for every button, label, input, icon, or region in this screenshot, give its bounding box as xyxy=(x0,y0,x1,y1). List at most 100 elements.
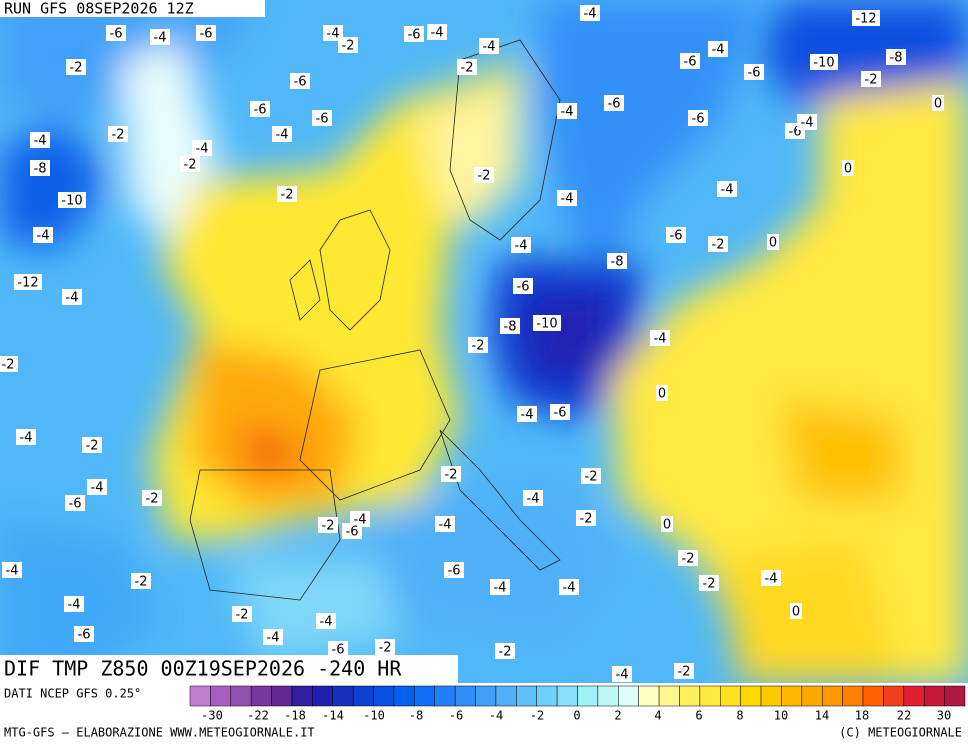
label-box xyxy=(523,490,543,506)
label-box xyxy=(312,110,332,126)
label-box xyxy=(277,186,297,202)
label-box xyxy=(427,24,447,40)
label-box xyxy=(232,606,252,622)
contour-label: -12 xyxy=(855,12,876,27)
colorbar-swatch xyxy=(373,685,395,707)
colorbar-tick-label: -10 xyxy=(363,709,385,723)
colorbar-swatch xyxy=(556,685,578,707)
colorbar: -30 -22 -18 -14 -10 -8 -6 -4 -2 0 2 4 6 8 10 14 18 22 30 xyxy=(189,685,966,723)
contour-label: -4 xyxy=(20,431,33,446)
label-box xyxy=(16,429,36,445)
label-box xyxy=(30,160,50,176)
label-box xyxy=(886,49,906,65)
contour-label: -4 xyxy=(483,40,496,55)
contour-label: 0 xyxy=(792,605,800,620)
colorbar-swatch xyxy=(210,685,232,707)
colorbar-swatch xyxy=(679,685,701,707)
label-box xyxy=(404,26,424,42)
label-box xyxy=(142,490,162,506)
label-box xyxy=(674,663,694,679)
label-box xyxy=(861,71,881,87)
colorbar-swatch xyxy=(291,685,313,707)
colorbar-swatch xyxy=(352,685,374,707)
colorbar-tick-label: -2 xyxy=(530,709,544,723)
label-box xyxy=(852,10,880,26)
title-box xyxy=(0,655,458,683)
colorbar-swatch xyxy=(577,685,599,707)
label-box xyxy=(196,25,216,41)
contour-label: -6 xyxy=(684,55,697,70)
colorbar-tick-label: 10 xyxy=(774,709,788,723)
colorbar-swatch xyxy=(658,685,680,707)
contour-label: -2 xyxy=(865,73,878,88)
colorbar-swatch xyxy=(230,685,252,707)
contour-label: -4 xyxy=(616,668,629,683)
map-title: DIF TMP Z850 00Z19SEP2026 -240 HR xyxy=(4,657,402,681)
label-box xyxy=(316,613,336,629)
contour-label: -8 xyxy=(34,162,47,177)
colorbar-swatch xyxy=(332,685,354,707)
label-box xyxy=(106,25,126,41)
contour-label: -4 xyxy=(721,183,734,198)
contour-label: -2 xyxy=(472,339,485,354)
label-box xyxy=(932,95,944,111)
contour-label: -8 xyxy=(611,255,624,270)
colorbar-swatch xyxy=(250,685,272,707)
contour-label: -6 xyxy=(517,280,530,295)
contour-label: -6 xyxy=(346,525,359,540)
colorbar-tick-label: 4 xyxy=(654,709,661,723)
label-box xyxy=(717,181,737,197)
label-box xyxy=(30,132,50,148)
label-box xyxy=(559,579,579,595)
label-box xyxy=(744,64,764,80)
label-box xyxy=(33,227,53,243)
contour-label: -6 xyxy=(670,229,683,244)
label-box xyxy=(533,315,561,331)
contour-label: -2 xyxy=(461,61,474,76)
colorbar-swatch xyxy=(903,685,925,707)
contour-label: -2 xyxy=(112,128,125,143)
contour-label: -4 xyxy=(712,43,725,58)
colorbar-swatch xyxy=(801,685,823,707)
label-box xyxy=(441,466,461,482)
contour-label: -2 xyxy=(379,641,392,656)
contour-label: -6 xyxy=(554,406,567,421)
contour-label: -2 xyxy=(236,608,249,623)
contour-label: -6 xyxy=(448,564,461,579)
colorbar-tick-label: -30 xyxy=(201,709,223,723)
colorbar-swatch xyxy=(862,685,884,707)
label-box xyxy=(290,73,310,89)
credit-left: MTG-GFS — ELABORAZIONE WWW.METEOGIORNALE… xyxy=(4,726,315,740)
contour-label: -4 xyxy=(654,332,667,347)
contour-label: -4 xyxy=(66,291,79,306)
label-box xyxy=(666,227,686,243)
label-box xyxy=(678,550,698,566)
contour-label: -8 xyxy=(504,320,517,335)
label-box xyxy=(328,641,348,657)
label-box xyxy=(612,666,632,682)
contour-label: -12 xyxy=(17,276,38,291)
header-box xyxy=(0,0,265,17)
contour-label: -6 xyxy=(254,103,267,118)
colorbar-swatch xyxy=(883,685,905,707)
label-box xyxy=(500,318,520,334)
colorbar-swatch xyxy=(516,685,537,707)
label-box xyxy=(74,626,94,642)
label-box xyxy=(650,330,670,346)
label-box xyxy=(580,5,600,21)
contour-label: -4 xyxy=(801,116,814,131)
label-box xyxy=(468,337,488,353)
contour-label: -2 xyxy=(184,158,197,173)
label-box xyxy=(517,406,537,422)
label-box xyxy=(495,643,515,659)
label-box xyxy=(810,54,838,70)
contour-label: -2 xyxy=(682,552,695,567)
label-box xyxy=(607,253,627,269)
contour-label: 0 xyxy=(658,387,666,402)
contour-label: -6 xyxy=(200,27,213,42)
contour-label: -4 xyxy=(765,572,778,587)
label-box xyxy=(65,495,85,511)
colorbar-tick-label: 8 xyxy=(736,709,743,723)
colorbar-swatch xyxy=(923,685,945,707)
